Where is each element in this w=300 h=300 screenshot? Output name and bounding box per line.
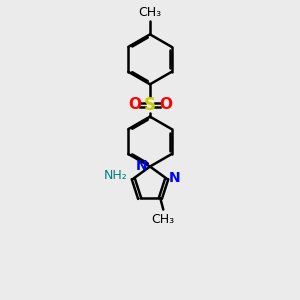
Text: O: O [159,98,172,112]
Text: NH₂: NH₂ [104,169,128,182]
Text: O: O [128,98,141,112]
Text: N: N [136,159,148,173]
Text: S: S [144,96,156,114]
Text: CH₃: CH₃ [152,212,175,226]
Text: CH₃: CH₃ [138,6,162,19]
Text: N: N [169,171,181,185]
